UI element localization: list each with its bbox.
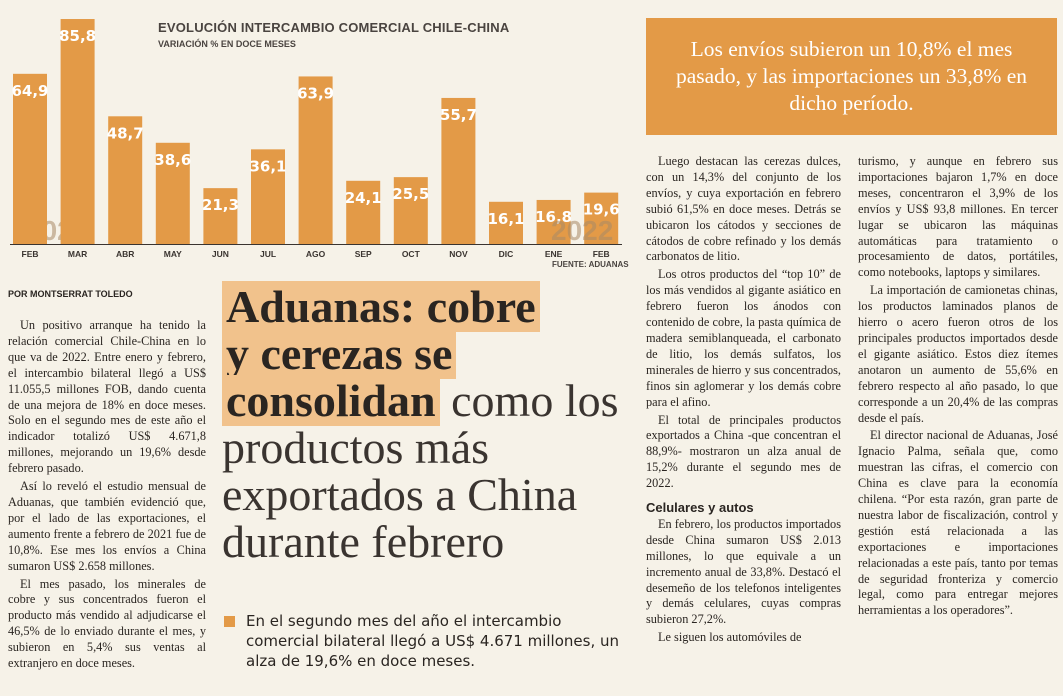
tick-label: ABR: [116, 249, 134, 259]
data-label: 24,1: [345, 189, 382, 207]
paragraph: El mes pasado, los minerales de cobre y …: [8, 576, 206, 671]
paragraph: El total de principales productos export…: [646, 412, 841, 491]
bullet-text: En el segundo mes del año el intercambio…: [246, 612, 620, 670]
paragraph: El director nacional de Aduanas, José Ig…: [858, 428, 1058, 618]
article-column-1: Un positivo arranque ha tenido la relaci…: [8, 318, 206, 674]
headline: Aduanas: cobre y cerezas se consolidan c…: [222, 281, 622, 567]
subheading: Celulares y autos: [646, 500, 754, 516]
bar: [393, 177, 428, 244]
tick-label: OCT: [402, 249, 421, 259]
chart-subtitle: VARIACIÓN % EN DOCE MESES: [158, 39, 296, 49]
bar: [298, 76, 333, 244]
paragraph: Un positivo arranque ha tenido la relaci…: [8, 318, 206, 476]
tick-label: JUL: [260, 249, 276, 259]
data-label: 19,6: [583, 201, 620, 219]
data-label: 21,3: [202, 196, 239, 214]
bar: [489, 201, 523, 244]
paragraph: En febrero, los productos importados des…: [646, 516, 841, 627]
data-label: 48,7: [107, 124, 144, 142]
data-label: 16,8: [535, 208, 572, 226]
data-label: 63,9: [297, 84, 334, 102]
data-label: 64,9: [11, 82, 48, 100]
tick-label: AGO: [306, 249, 326, 259]
byline: POR MONTSERRAT TOLEDO: [8, 289, 133, 299]
paragraph: La importación de camionetas chinas, los…: [858, 283, 1058, 425]
article-column-4: turismo, y aunque en febrero sus importa…: [858, 154, 1058, 621]
bar: [155, 142, 190, 244]
tick-label: NOV: [449, 249, 468, 259]
data-label: 38,6: [154, 151, 191, 169]
data-label: 25,5: [392, 185, 429, 203]
summary-bullet: En el segundo mes del año el intercambio…: [224, 611, 626, 671]
tick-label: MAR: [68, 249, 87, 259]
bar: [584, 192, 619, 244]
tick-label: ENE: [545, 249, 563, 259]
paragraph: Así lo reveló el estudio mensual de Adua…: [8, 479, 206, 573]
article-column-3: Luego destacan las cerezas dulces, con u…: [646, 154, 841, 648]
data-label: 16,1: [487, 210, 524, 228]
headline-highlight-3: consolidan: [222, 375, 440, 426]
data-label: 36,1: [249, 157, 286, 175]
headline-highlight-1: Aduanas: cobre: [222, 281, 540, 332]
paragraph: turismo, y aunque en febrero sus importa…: [858, 154, 1058, 280]
tick-label: DIC: [499, 249, 514, 259]
paragraph: Los otros productos del “top 10” de los …: [646, 267, 841, 409]
paragraph: Luego destacan las cerezas dulces, con u…: [646, 154, 841, 264]
tick-label: JUN: [212, 249, 229, 259]
bar: [203, 188, 238, 244]
bar: [441, 97, 476, 244]
pull-quote: Los envíos subieron un 10,8% el mes pasa…: [646, 18, 1057, 135]
bullet-square-icon: [224, 616, 235, 627]
headline-rest: como los productos más exportados a Chin…: [222, 375, 619, 567]
bar: [346, 180, 381, 244]
chart-title: EVOLUCIÓN INTERCAMBIO COMERCIAL CHILE-CH…: [158, 20, 510, 35]
chart-source: FUENTE: ADUANAS: [552, 260, 629, 269]
tick-label: SEP: [355, 249, 372, 259]
data-label: 55,7: [440, 106, 477, 124]
bar: [60, 19, 95, 244]
data-label: 85,8: [59, 27, 96, 45]
paragraph: Le siguen los automóviles de: [658, 630, 802, 645]
year-label-end: 2022: [551, 215, 613, 246]
bar: [108, 116, 143, 244]
tick-label: FEB: [593, 249, 610, 259]
bar: [536, 199, 571, 244]
tick-label: FEB: [22, 249, 39, 259]
bar: [251, 149, 285, 244]
bar-chart: 202164,9FEB85,8MAR48,7ABR38,6MAY21,3JUN3…: [10, 19, 622, 259]
tick-label: MAY: [164, 249, 182, 259]
bar: [13, 73, 47, 244]
headline-highlight-2: y cerezas se: [222, 328, 457, 379]
